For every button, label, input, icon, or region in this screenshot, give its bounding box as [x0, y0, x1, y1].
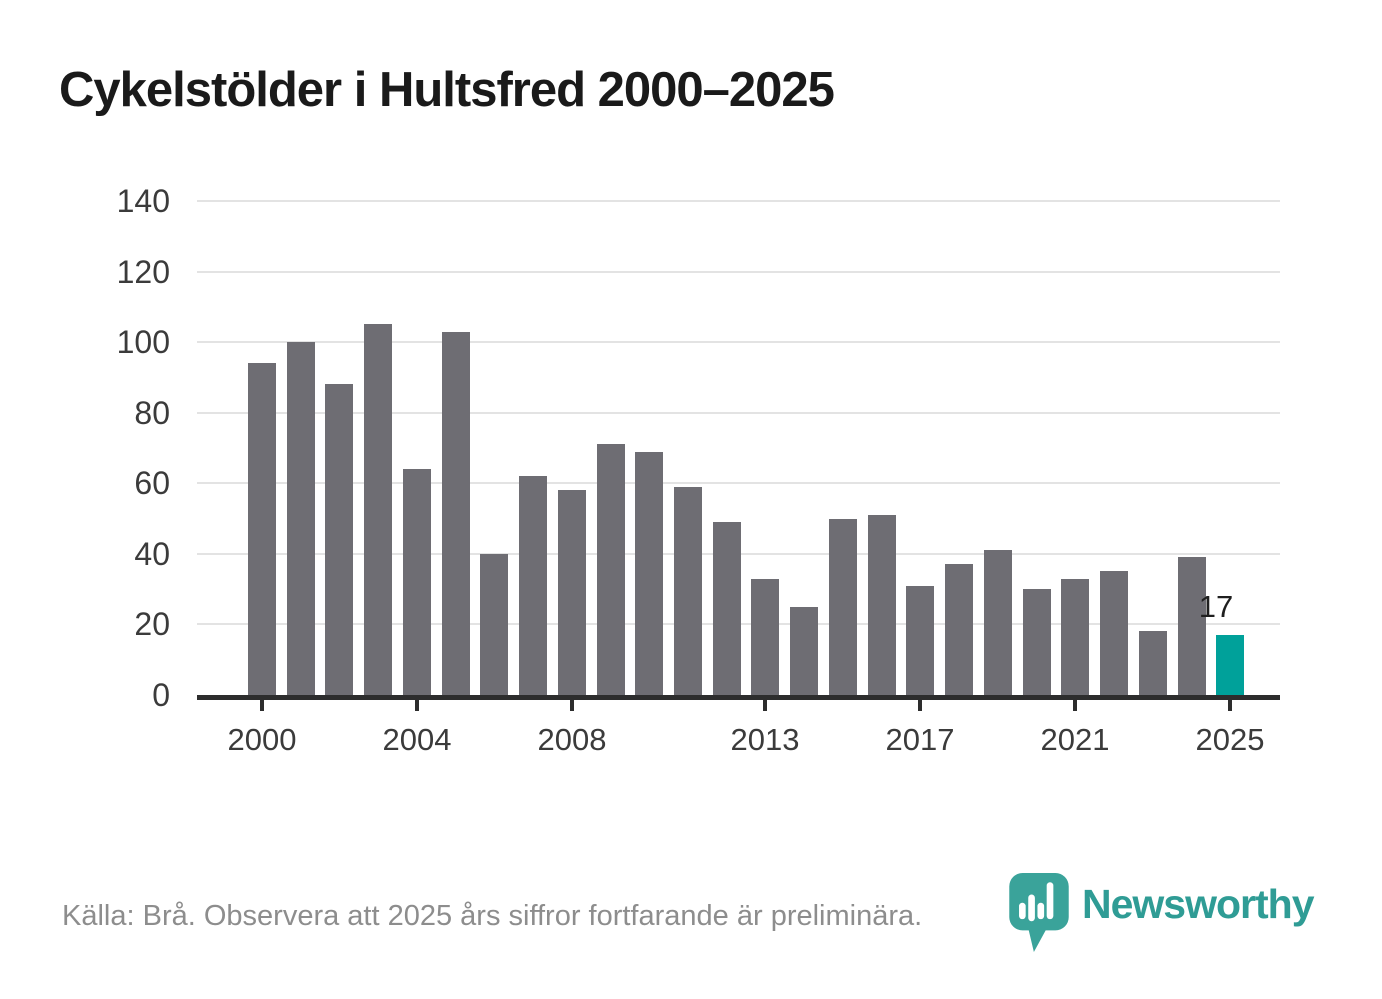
newsworthy-pin-barchart-icon	[1008, 872, 1070, 959]
x-tick-2017	[918, 700, 922, 711]
bar-2023	[1139, 631, 1167, 695]
x-tick-label-2013: 2013	[730, 722, 800, 757]
y-tick-label-80: 80	[134, 394, 170, 431]
bar-2022	[1100, 571, 1128, 695]
y-tick-label-60: 60	[134, 465, 170, 502]
y-tick-label-0: 0	[152, 677, 170, 713]
y-tick-label-140: 140	[116, 183, 170, 219]
bar-2014	[790, 607, 818, 695]
x-tick-label-2025: 2025	[1195, 722, 1265, 757]
x-tick-2013	[763, 700, 767, 711]
bar-2009	[597, 444, 625, 695]
bar-2004	[403, 469, 431, 695]
bar-2015	[829, 519, 857, 695]
bar-2013	[751, 579, 779, 695]
x-tick-2008	[570, 700, 574, 711]
x-tick-2000	[260, 700, 264, 711]
bar-2000	[248, 363, 276, 695]
bar-2021	[1061, 579, 1089, 695]
bar-2011	[674, 487, 702, 695]
x-axis-line	[197, 695, 1280, 700]
x-tick-label-2021: 2021	[1040, 722, 1110, 757]
gridline-80	[197, 411, 1280, 414]
bar-2024	[1178, 557, 1206, 695]
bar-2010	[635, 452, 663, 695]
bar-value-label-2025: 17	[1198, 589, 1234, 624]
bar-2017	[906, 586, 934, 695]
bar-2018	[945, 564, 973, 695]
gridline-120	[197, 270, 1280, 273]
source-note: Källa: Brå. Observera att 2025 års siffr…	[62, 900, 923, 932]
bar-2012	[713, 522, 741, 695]
bar-2006	[480, 554, 508, 695]
bar-2002	[325, 384, 353, 695]
x-tick-2004	[415, 700, 419, 711]
bar-2019	[984, 550, 1012, 695]
y-tick-label-120: 120	[116, 253, 170, 290]
chart-title: Cykelstölder i Hultsfred 2000–2025	[59, 63, 835, 117]
gridline-100	[197, 341, 1280, 344]
bar-2008	[558, 490, 586, 695]
x-tick-2025	[1228, 700, 1232, 711]
gridline-140	[197, 200, 1280, 202]
bar-2007	[519, 476, 547, 695]
x-tick-label-2004: 2004	[382, 722, 452, 757]
bar-2020	[1023, 589, 1051, 695]
bar-2003	[364, 324, 392, 695]
x-tick-label-2017: 2017	[885, 722, 955, 757]
x-tick-2021	[1073, 700, 1077, 711]
bar-2001	[287, 342, 315, 695]
y-tick-label-40: 40	[134, 535, 170, 572]
y-tick-label-20: 20	[134, 606, 170, 643]
y-tick-label-100: 100	[116, 324, 170, 361]
bar-2025	[1216, 635, 1244, 695]
bar-2005	[442, 332, 470, 695]
newsworthy-wordmark: Newsworthy	[1082, 881, 1314, 927]
x-tick-label-2000: 2000	[227, 722, 297, 757]
bar-2016	[868, 515, 896, 695]
x-tick-label-2008: 2008	[537, 722, 607, 757]
gridline-60	[197, 482, 1280, 485]
